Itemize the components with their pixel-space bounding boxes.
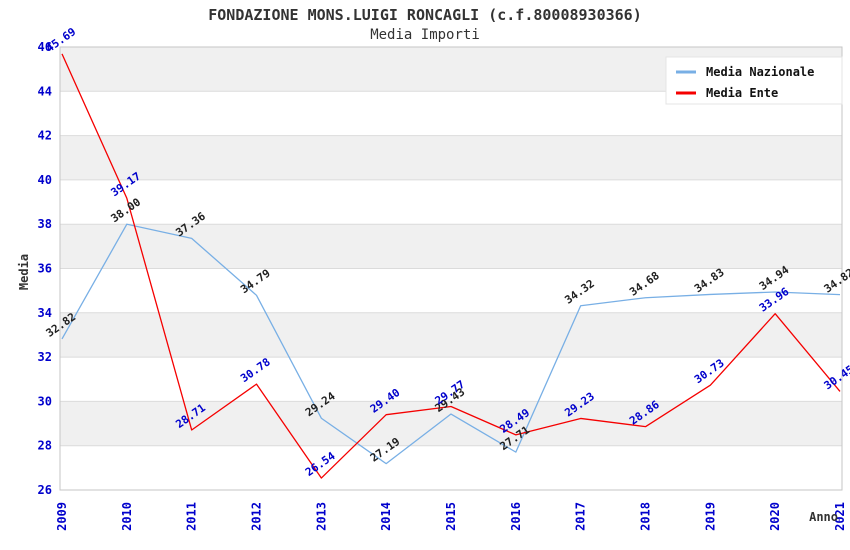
legend: Media Nazionale Media Ente [665, 56, 843, 105]
y-tick-label: 44 [38, 84, 52, 98]
data-point-label: 30.45 [822, 363, 850, 393]
y-tick-label: 32 [38, 350, 52, 364]
x-axis-title: Anno [809, 510, 838, 524]
data-point-label: 34.83 [692, 266, 727, 296]
x-tick-label: 2012 [250, 502, 264, 531]
x-tick-label: 2009 [55, 502, 69, 531]
y-tick-label: 28 [38, 439, 52, 453]
x-tick-label: 2015 [444, 502, 458, 531]
y-tick-label: 26 [38, 483, 52, 497]
data-point-label: 30.73 [692, 357, 727, 387]
legend-box [665, 56, 843, 105]
data-point-label: 26.54 [303, 449, 338, 479]
plot-band [60, 312, 842, 358]
y-tick-label: 42 [38, 129, 52, 143]
plot-band [60, 224, 842, 269]
y-tick-label: 38 [38, 217, 52, 231]
series-line [61, 223, 841, 465]
x-tick-label: 2017 [574, 502, 588, 531]
x-tick-label: 2014 [379, 502, 393, 531]
x-tick-label: 2011 [185, 502, 199, 531]
data-point-label: 34.32 [562, 277, 597, 307]
data-point-label: 38.00 [109, 196, 144, 226]
x-tick-label: 2010 [120, 502, 134, 531]
y-tick-label: 34 [38, 306, 52, 320]
x-tick-label: 2019 [703, 502, 717, 531]
data-point-label: 34.79 [238, 267, 273, 297]
y-tick-label: 36 [38, 262, 52, 276]
plot-frame [59, 46, 843, 491]
plot-band [60, 135, 842, 180]
chart-subtitle: Media Importi [370, 27, 480, 43]
plot-area: 26 28 30 32 34 36 38 40 42 44 46 2009 2010 2011 2012 20… [38, 25, 850, 531]
x-tick-label: 2021 [833, 502, 847, 531]
y-tick-label: 40 [38, 173, 52, 187]
data-point-label: 34.82 [822, 266, 850, 296]
y-axis-title: Media [17, 254, 31, 290]
x-tick-label: 2020 [768, 502, 782, 531]
legend-item-label: Media Nazionale [706, 65, 814, 79]
y-tick-label: 30 [38, 394, 52, 408]
x-tick-label: 2016 [509, 502, 523, 531]
series-line [61, 53, 841, 479]
legend-item-label: Media Ente [706, 86, 778, 100]
chart-title: FONDAZIONE MONS.LUIGI RONCAGLI (c.f.8000… [208, 6, 641, 24]
data-point-label: 34.68 [627, 269, 662, 299]
x-tick-label: 2013 [314, 502, 328, 531]
x-tick-label: 2018 [639, 502, 653, 531]
data-point-label: 30.78 [238, 355, 273, 385]
y-tick-label: 46 [38, 40, 52, 54]
